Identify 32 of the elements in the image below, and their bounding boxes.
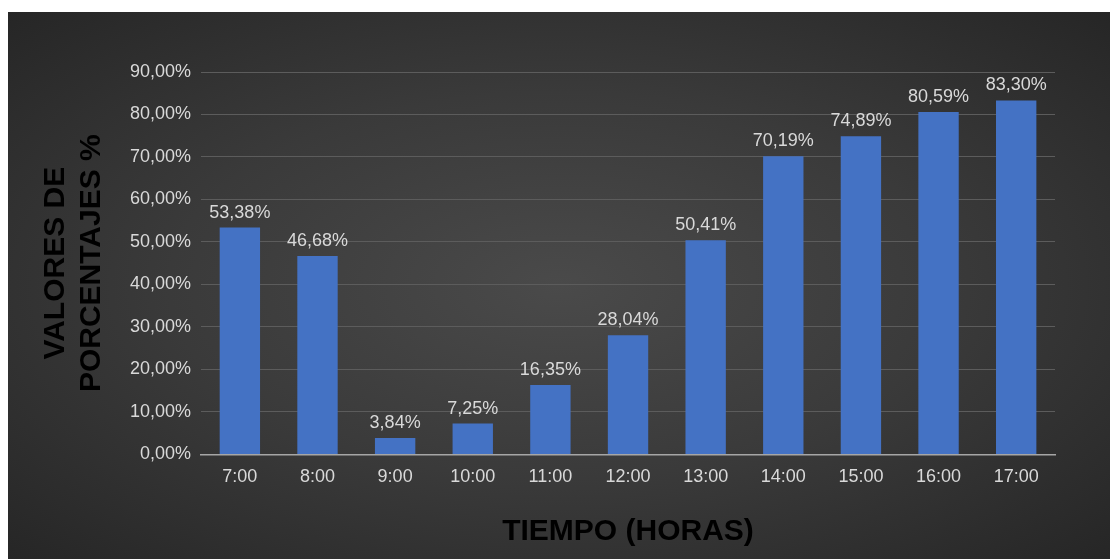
data-label: 83,30% — [985, 74, 1047, 95]
x-tick-label: 13:00 — [683, 466, 729, 487]
x-tick-label: 16:00 — [916, 466, 962, 487]
data-label: 80,59% — [908, 85, 970, 106]
x-tick-label: 14:00 — [760, 466, 806, 487]
y-tick-label: 0,00% — [140, 443, 192, 464]
y-tick-label: 80,00% — [129, 103, 192, 124]
data-label: 70,19% — [752, 130, 814, 151]
data-label: 7,25% — [447, 397, 499, 418]
y-tick-label: 10,00% — [129, 400, 192, 421]
x-tick-label: 11:00 — [528, 466, 573, 487]
x-tick-label: 8:00 — [299, 466, 336, 487]
data-label: 46,68% — [286, 230, 349, 251]
data-label: 28,04% — [597, 309, 659, 330]
x-tick-label: 10:00 — [450, 466, 496, 487]
y-tick-label: 70,00% — [129, 145, 192, 166]
data-label: 74,89% — [830, 110, 892, 131]
x-tick-label: 12:00 — [605, 466, 651, 487]
x-tick-label: 15:00 — [838, 466, 884, 487]
y-tick-label: 40,00% — [129, 273, 192, 294]
data-label: 16,35% — [519, 358, 581, 379]
y-tick-label: 50,00% — [129, 230, 192, 251]
data-label: 53,38% — [209, 201, 271, 222]
y-tick-label: 90,00% — [129, 60, 192, 81]
y-tick-label: 60,00% — [129, 188, 192, 209]
y-tick-label: 30,00% — [129, 315, 192, 336]
x-tick-label: 9:00 — [377, 466, 413, 487]
y-tick-label: 20,00% — [129, 358, 192, 379]
data-label: 3,84% — [369, 412, 421, 433]
data-label: 50,41% — [675, 214, 737, 235]
x-tick-label: 17:00 — [993, 466, 1039, 487]
x-tick-label: 7:00 — [222, 466, 258, 487]
